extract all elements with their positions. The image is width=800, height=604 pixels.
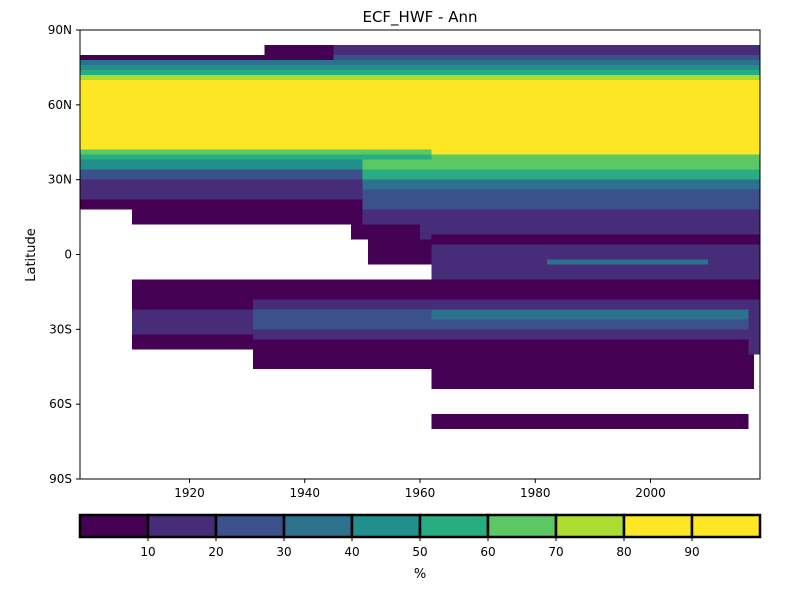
heatmap-cell-21 xyxy=(80,199,363,210)
colorbar-tick-label: 20 xyxy=(208,545,223,559)
y-tick-label: 30N xyxy=(48,173,72,187)
heatmap-cell-22 xyxy=(362,199,760,210)
colorbar-tick-label: 70 xyxy=(548,545,563,559)
y-axis: 90N 60N 30N 0 30S 60S 90S xyxy=(48,23,80,486)
heatmap-cell-35 xyxy=(252,299,432,310)
heatmap-cell-0 xyxy=(80,79,760,150)
heatmap-cell-7 xyxy=(333,45,760,55)
heatmap-cell-1 xyxy=(80,74,760,80)
heatmap-cell-4 xyxy=(80,59,760,65)
y-tick-label: 90N xyxy=(48,23,72,37)
heatmap-cell-28 xyxy=(431,234,760,245)
heatmap-cell-25 xyxy=(350,224,420,240)
heatmap-cell-45 xyxy=(431,414,749,430)
x-tick-label: 1920 xyxy=(174,486,205,500)
heatmap-cell-33 xyxy=(131,309,253,335)
y-tick-label: 60S xyxy=(49,397,72,411)
colorbar-bin-7 xyxy=(554,513,626,539)
x-tick-label: 2000 xyxy=(635,486,666,500)
y-tick-label: 0 xyxy=(64,248,72,262)
y-tick-label: 30S xyxy=(49,322,72,336)
heatmap-cell-38 xyxy=(252,339,432,370)
heatmap-cell-27 xyxy=(368,239,432,265)
heatmap-cell-37 xyxy=(252,329,432,340)
colorbar-bin-0 xyxy=(78,513,150,539)
colorbar-bin-2 xyxy=(214,513,286,539)
heatmap-cell-36 xyxy=(252,309,432,330)
y-axis-label: Latitude xyxy=(24,228,39,282)
colorbar-bin-9 xyxy=(690,513,762,539)
heatmap-cell-23 xyxy=(131,209,363,225)
heatmap-cell-11 xyxy=(80,154,432,160)
heatmap-cell-15 xyxy=(80,169,363,180)
heatmap-cell-19 xyxy=(80,189,363,200)
colorbar: 10 20 30 40 50 60 70 80 90 xyxy=(78,513,762,559)
colorbar-tick-label: 40 xyxy=(344,545,359,559)
colorbar-label: % xyxy=(414,567,426,582)
colorbar-bin-1 xyxy=(146,513,218,539)
colorbar-tick-label: 10 xyxy=(140,545,155,559)
heatmap-cell-9 xyxy=(80,149,432,155)
colorbar-bin-5 xyxy=(418,513,490,539)
heatmap-cell-6 xyxy=(333,54,760,60)
y-tick-label: 60N xyxy=(48,98,72,112)
x-tick-label: 1960 xyxy=(405,486,436,500)
heatmap-cell-39 xyxy=(431,299,755,310)
heatmap-cell-16 xyxy=(362,169,760,180)
x-tick-label: 1940 xyxy=(289,486,320,500)
colorbar-tick-label: 80 xyxy=(616,545,631,559)
heatmap-cell-3 xyxy=(80,64,760,70)
heatmap-cell-24 xyxy=(362,209,760,225)
heatmap-cell-20 xyxy=(362,189,760,200)
heatmap-cell-31 xyxy=(131,279,760,300)
heatmap-cell-34 xyxy=(131,334,253,350)
heatmap-cell-44 xyxy=(748,299,760,355)
heatmap-cell-32 xyxy=(131,299,253,310)
heatmap-cell-17 xyxy=(80,179,363,190)
y-tick-label: 90S xyxy=(49,472,72,486)
heatmap-cell-5 xyxy=(80,54,334,60)
heatmap-cell-12 xyxy=(431,154,760,160)
heatmap-cell-2 xyxy=(80,69,760,75)
colorbar-tick-label: 60 xyxy=(480,545,495,559)
heatmap-cell-41 xyxy=(431,319,755,330)
colorbar-tick-label: 90 xyxy=(684,545,699,559)
colorbar-bin-8 xyxy=(622,513,694,539)
chart-title: ECF_HWF - Ann xyxy=(362,8,477,27)
heatmap-cell-30 xyxy=(546,259,709,265)
colorbar-bin-4 xyxy=(350,513,422,539)
heatmap-cell-10 xyxy=(431,149,760,155)
heatmap-cell-42 xyxy=(431,329,755,340)
colorbar-tick-label: 30 xyxy=(276,545,291,559)
heatmap-cell-18 xyxy=(362,179,760,190)
heatmap-cell-43 xyxy=(431,339,755,390)
x-axis: 1920 1940 1960 1980 2000 xyxy=(174,479,666,500)
heatmap-cell-40 xyxy=(431,309,755,320)
heatmap-cell-14 xyxy=(362,159,760,170)
heatmap-cells xyxy=(80,45,760,430)
x-tick-label: 1980 xyxy=(520,486,551,500)
heatmap-cell-13 xyxy=(80,159,363,170)
colorbar-bin-3 xyxy=(282,513,354,539)
colorbar-bin-6 xyxy=(486,513,558,539)
colorbar-tick-label: 50 xyxy=(412,545,427,559)
heatmap-cell-8 xyxy=(264,45,334,55)
